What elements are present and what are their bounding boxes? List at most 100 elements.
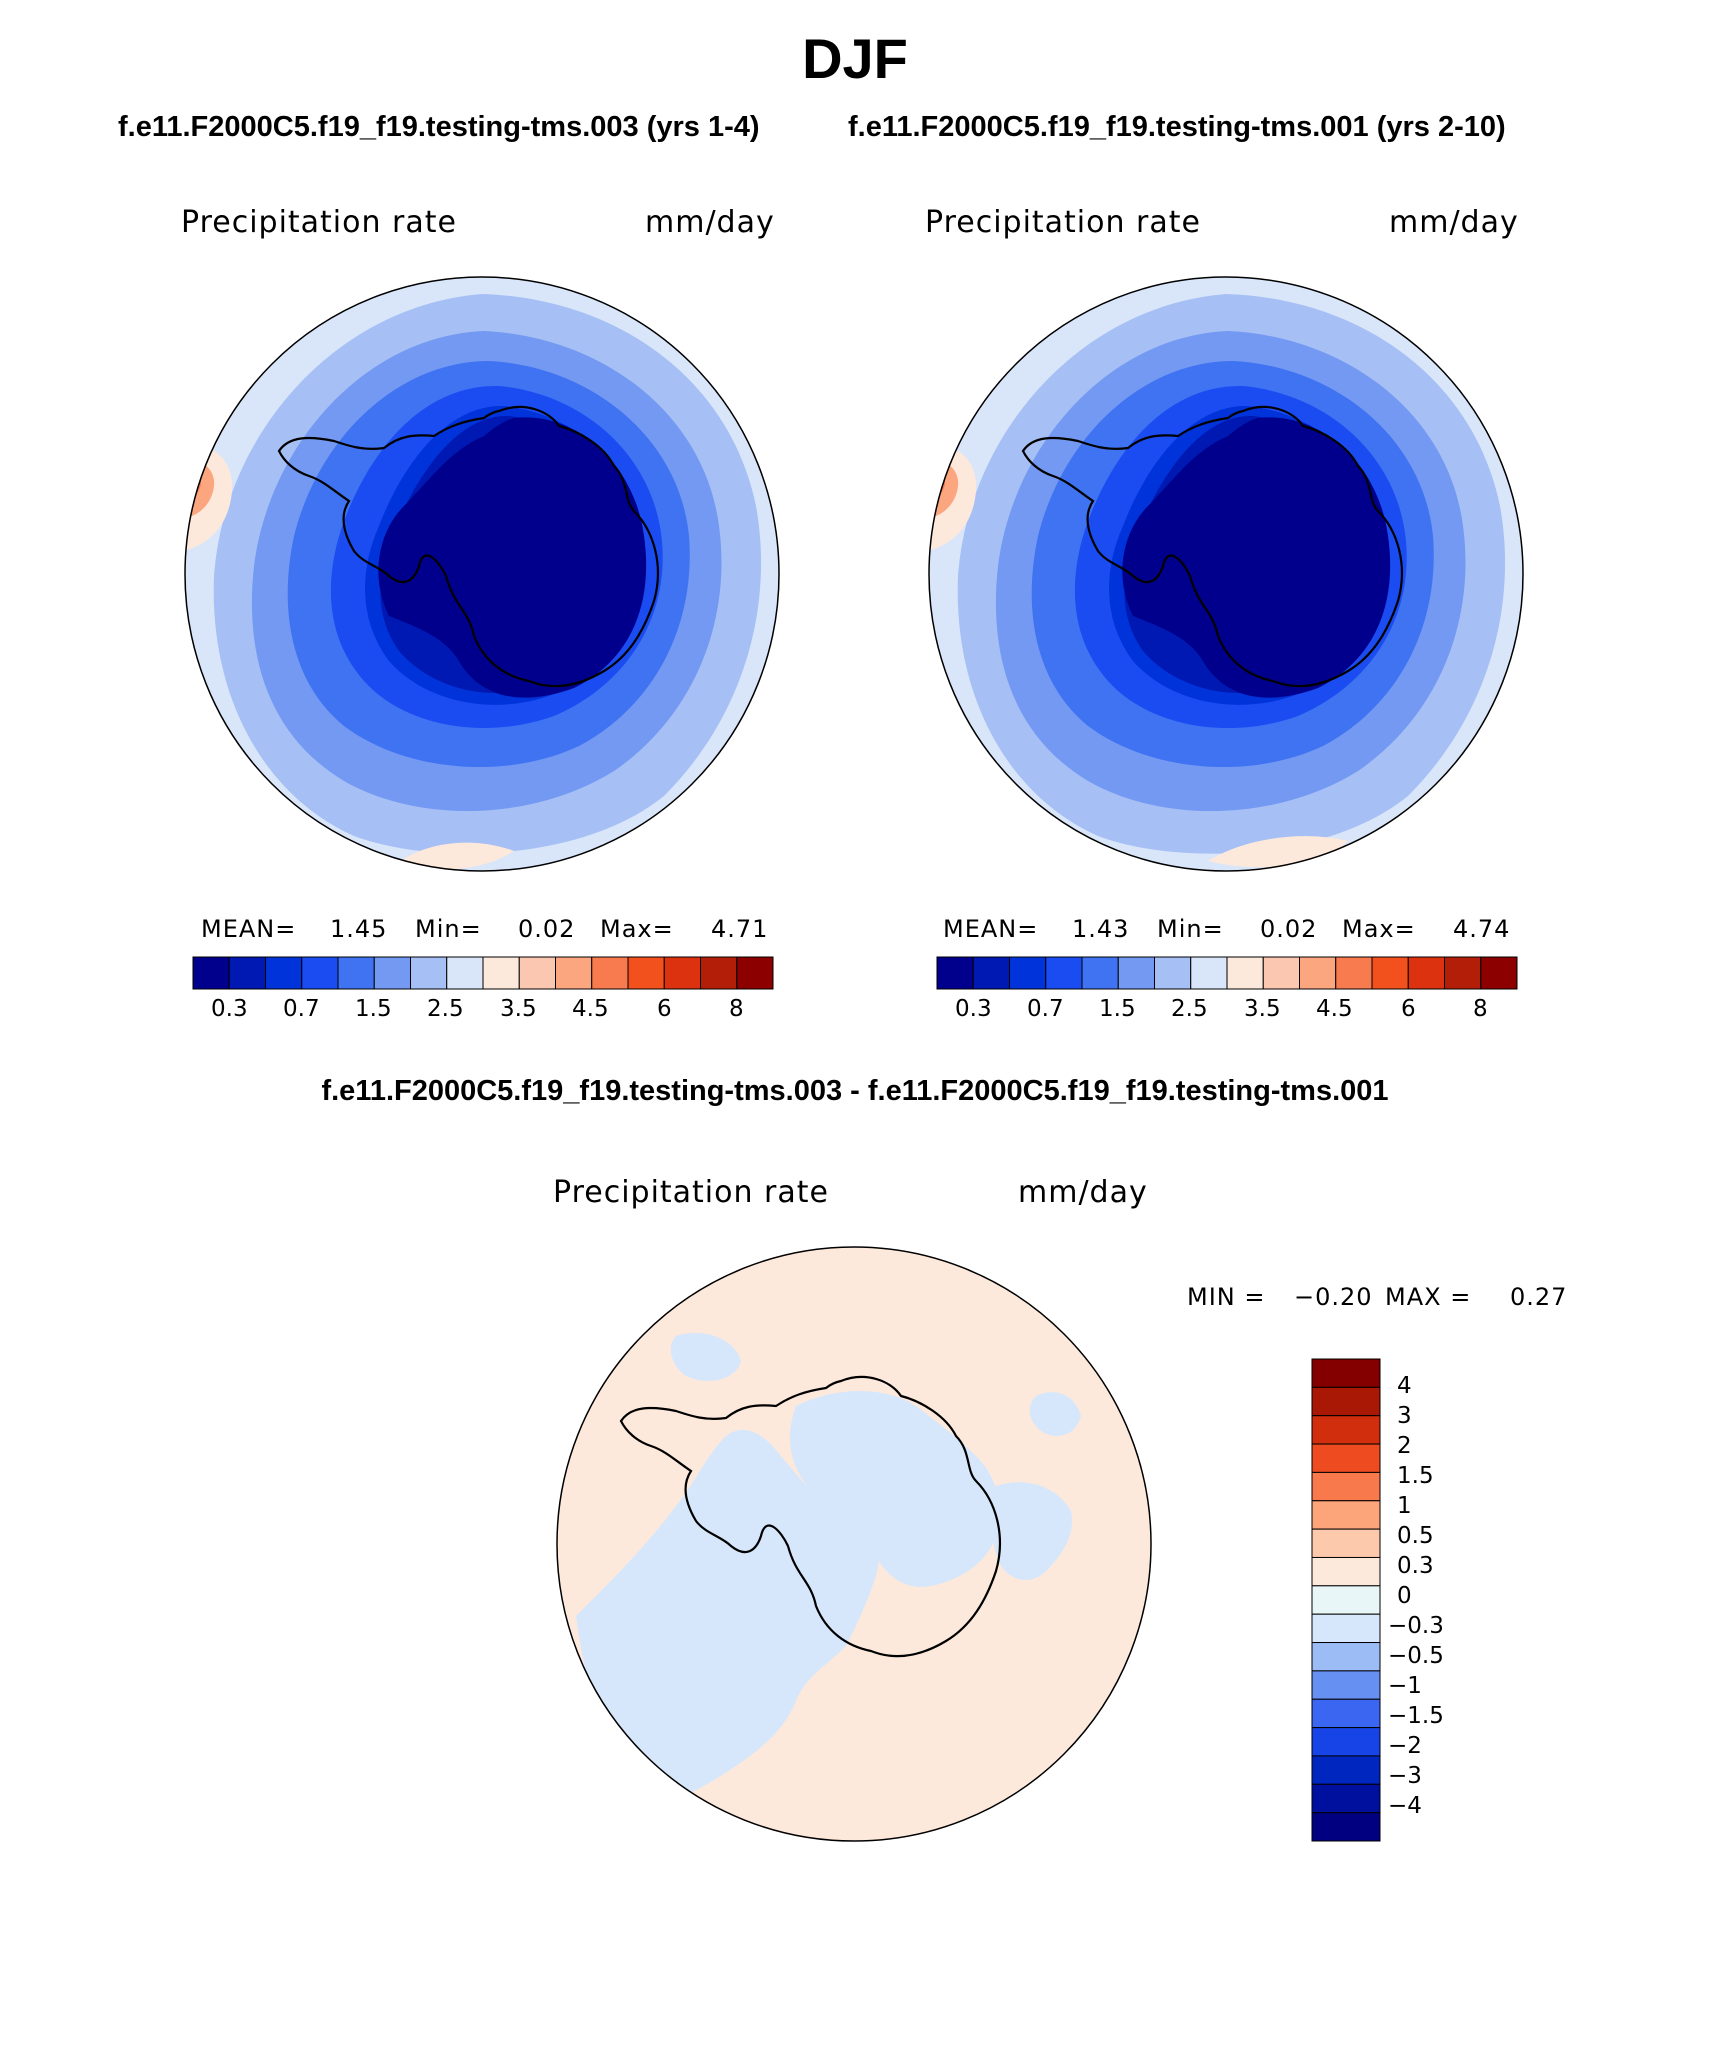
panel-2-tick: 0.3 xyxy=(955,996,992,1022)
colorbar-swatch xyxy=(1117,956,1155,990)
colorbar-swatch xyxy=(1311,1471,1381,1502)
colorbar-swatch xyxy=(337,956,375,990)
diff-tick: −3 xyxy=(1388,1763,1422,1789)
colorbar-swatch xyxy=(265,956,303,990)
colorbar-swatch xyxy=(1335,956,1373,990)
panel-1-min-value: 0.02 xyxy=(518,915,576,943)
diff-tick: 0.5 xyxy=(1397,1523,1434,1549)
diff-colorbar xyxy=(1311,1358,1381,1842)
colorbar-swatch xyxy=(627,956,665,990)
colorbar-swatch xyxy=(1009,956,1047,990)
figure-title: DJF xyxy=(802,27,908,90)
map2-antarctic-core xyxy=(1122,417,1391,698)
colorbar-swatch xyxy=(1480,956,1518,990)
colorbar-swatch xyxy=(1311,1500,1381,1530)
colorbar-swatch xyxy=(736,956,774,990)
diff-min-label: MIN = xyxy=(1187,1283,1266,1311)
colorbar-swatch xyxy=(373,956,411,990)
panel-2-tick: 1.5 xyxy=(1099,996,1136,1022)
colorbar-swatch xyxy=(1311,1386,1381,1417)
diff-blue-region-sw xyxy=(701,1682,766,1748)
diff-tick: 0 xyxy=(1397,1583,1412,1609)
diff-tick: −0.5 xyxy=(1388,1643,1444,1669)
colorbar-swatch xyxy=(410,956,448,990)
colorbar-swatch xyxy=(1311,1812,1381,1842)
diff-min-value: −0.20 xyxy=(1294,1283,1373,1311)
panel-2-max-value: 4.74 xyxy=(1453,915,1511,943)
colorbar-swatch xyxy=(591,956,629,990)
diff-tick: −2 xyxy=(1388,1733,1422,1759)
colorbar-swatch xyxy=(972,956,1010,990)
colorbar-swatch xyxy=(1299,956,1337,990)
panel-1-tick: 0.7 xyxy=(283,996,320,1022)
diff-blue-region-south xyxy=(576,1429,880,1806)
panel-2-min-value: 0.02 xyxy=(1260,915,1318,943)
diff-units-label: mm/day xyxy=(1018,1175,1148,1210)
colorbar-swatch xyxy=(663,956,701,990)
colorbar-swatch xyxy=(518,956,556,990)
difference-polar-map xyxy=(556,1246,1152,1842)
colorbar-swatch xyxy=(1045,956,1083,990)
difference-title: f.e11.F2000C5.f19_f19.testing-tms.003 - … xyxy=(321,1075,1389,1107)
colorbar-swatch xyxy=(192,956,230,990)
panel-2-tick: 0.7 xyxy=(1027,996,1064,1022)
colorbar-swatch xyxy=(301,956,339,990)
panel-1-mean-label: MEAN= xyxy=(201,915,297,943)
colorbar-swatch xyxy=(1311,1415,1381,1445)
panel-1-tick: 4.5 xyxy=(572,996,609,1022)
colorbar-swatch xyxy=(1311,1783,1381,1814)
colorbar-swatch xyxy=(1311,1755,1381,1785)
panel-1-tick: 8 xyxy=(729,996,744,1022)
panel-2-mean-label: MEAN= xyxy=(943,915,1039,943)
panel-2-tick: 6 xyxy=(1401,996,1416,1022)
map1-coastline xyxy=(277,406,660,688)
colorbar-swatch xyxy=(1226,956,1264,990)
colorbar-swatch xyxy=(1444,956,1482,990)
colorbar-swatch xyxy=(446,956,484,990)
diff-tick: −4 xyxy=(1388,1793,1422,1819)
panel-1-polar-map xyxy=(184,276,780,872)
panel-1-tick: 6 xyxy=(657,996,672,1022)
panel-2-mean-value: 1.43 xyxy=(1072,915,1130,943)
colorbar-swatch xyxy=(1190,956,1228,990)
colorbar-swatch xyxy=(936,956,974,990)
diff-tick: 1 xyxy=(1397,1493,1412,1519)
colorbar-swatch xyxy=(1311,1443,1381,1473)
panel-1-tick: 2.5 xyxy=(427,996,464,1022)
diff-max-value: 0.27 xyxy=(1510,1283,1568,1311)
panel-1-tick: 3.5 xyxy=(500,996,537,1022)
colorbar-swatch xyxy=(228,956,266,990)
diff-blue-region-north xyxy=(670,1332,741,1381)
diff-tick: 1.5 xyxy=(1397,1463,1434,1489)
colorbar-swatch xyxy=(555,956,593,990)
panel-2-colorbar xyxy=(936,956,1518,990)
colorbar-swatch xyxy=(1371,956,1409,990)
panel-2-variable-label: Precipitation rate xyxy=(925,205,1201,240)
panel-1-variable-label: Precipitation rate xyxy=(181,205,457,240)
colorbar-swatch xyxy=(1262,956,1300,990)
map1-antarctic-core xyxy=(378,417,647,698)
panel-2-polar-map xyxy=(928,276,1524,872)
colorbar-swatch xyxy=(1407,956,1445,990)
panel-1-mean-value: 1.45 xyxy=(330,915,388,943)
diff-tick: 0.3 xyxy=(1397,1553,1434,1579)
panel-1-units-label: mm/day xyxy=(645,205,775,240)
colorbar-swatch xyxy=(1311,1727,1381,1757)
panel-1-tick: 1.5 xyxy=(355,996,392,1022)
map2-coastline xyxy=(1021,406,1404,688)
colorbar-swatch xyxy=(1311,1585,1381,1615)
panel-1-colorbar xyxy=(192,956,774,990)
panel-1-min-label: Min= xyxy=(415,915,482,943)
colorbar-swatch xyxy=(1311,1642,1381,1672)
diff-coastline xyxy=(619,1376,1002,1658)
diff-blue-region-center xyxy=(789,1391,1000,1587)
diff-tick: −1.5 xyxy=(1388,1703,1444,1729)
colorbar-swatch xyxy=(1311,1670,1381,1700)
panel-1-tick: 0.3 xyxy=(211,996,248,1022)
diff-variable-label: Precipitation rate xyxy=(553,1175,829,1210)
diff-tick: −1 xyxy=(1388,1673,1422,1699)
diff-tick: 2 xyxy=(1397,1433,1412,1459)
diff-tick: 3 xyxy=(1397,1403,1412,1429)
diff-max-label: MAX = xyxy=(1385,1283,1472,1311)
diff-tick: 4 xyxy=(1397,1373,1412,1399)
